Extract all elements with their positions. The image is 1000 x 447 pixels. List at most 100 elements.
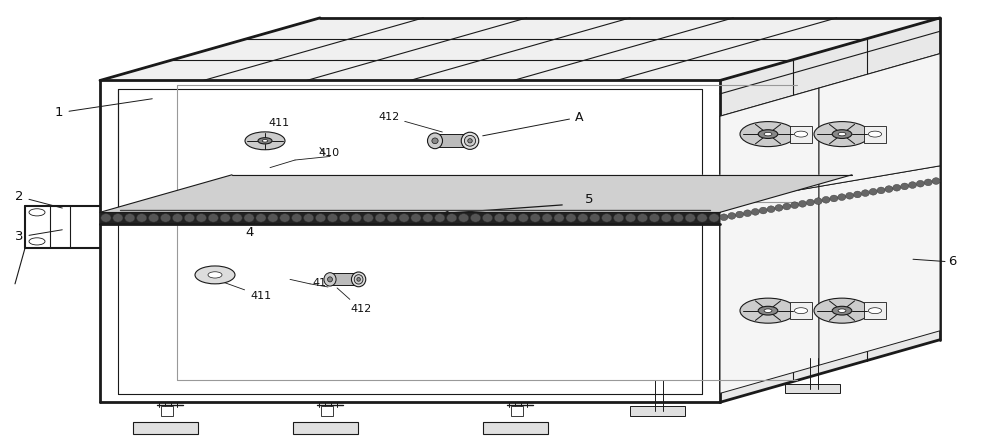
Text: A: A <box>483 111 584 136</box>
Ellipse shape <box>328 277 332 282</box>
Ellipse shape <box>363 214 373 222</box>
Polygon shape <box>100 18 940 80</box>
Ellipse shape <box>208 214 218 222</box>
FancyBboxPatch shape <box>132 422 198 434</box>
Ellipse shape <box>471 214 481 222</box>
Circle shape <box>868 131 882 137</box>
Bar <box>321 406 333 416</box>
Polygon shape <box>819 54 940 186</box>
Ellipse shape <box>351 214 361 222</box>
Circle shape <box>262 139 268 142</box>
FancyBboxPatch shape <box>785 384 840 393</box>
Ellipse shape <box>728 213 736 219</box>
Circle shape <box>794 308 808 314</box>
Ellipse shape <box>614 214 624 222</box>
Ellipse shape <box>428 133 442 149</box>
Ellipse shape <box>814 198 822 205</box>
Ellipse shape <box>590 214 600 222</box>
Ellipse shape <box>530 214 540 222</box>
Ellipse shape <box>280 214 290 222</box>
Ellipse shape <box>184 214 194 222</box>
Bar <box>790 126 812 143</box>
Ellipse shape <box>327 214 338 222</box>
Ellipse shape <box>743 210 752 217</box>
FancyBboxPatch shape <box>630 406 685 416</box>
Ellipse shape <box>101 214 111 222</box>
Ellipse shape <box>697 214 707 222</box>
Ellipse shape <box>661 214 671 222</box>
Ellipse shape <box>838 194 846 201</box>
Ellipse shape <box>798 201 806 207</box>
Circle shape <box>740 122 796 147</box>
Ellipse shape <box>399 214 409 222</box>
Ellipse shape <box>292 214 302 222</box>
Ellipse shape <box>435 214 445 222</box>
Ellipse shape <box>351 272 366 287</box>
Polygon shape <box>720 186 819 393</box>
Ellipse shape <box>869 189 877 195</box>
Text: 5: 5 <box>585 194 594 207</box>
Ellipse shape <box>751 209 759 215</box>
Text: 410: 410 <box>312 278 333 288</box>
Ellipse shape <box>720 214 728 221</box>
Ellipse shape <box>566 214 576 222</box>
Ellipse shape <box>709 214 719 222</box>
Circle shape <box>740 298 796 323</box>
Ellipse shape <box>220 214 230 222</box>
Circle shape <box>814 298 870 323</box>
Ellipse shape <box>324 273 336 286</box>
Text: 410: 410 <box>318 148 339 157</box>
Circle shape <box>245 132 285 150</box>
Ellipse shape <box>196 214 206 222</box>
Ellipse shape <box>244 214 254 222</box>
Ellipse shape <box>924 179 932 186</box>
Bar <box>790 302 812 319</box>
Ellipse shape <box>464 135 476 146</box>
Ellipse shape <box>447 214 457 222</box>
Circle shape <box>29 209 45 216</box>
Ellipse shape <box>806 199 814 206</box>
Text: 411: 411 <box>221 281 271 300</box>
Ellipse shape <box>853 191 861 198</box>
Circle shape <box>794 131 808 137</box>
Ellipse shape <box>375 214 385 222</box>
Bar <box>330 273 359 286</box>
Polygon shape <box>100 80 720 402</box>
Circle shape <box>764 309 772 312</box>
Ellipse shape <box>461 132 479 149</box>
Ellipse shape <box>916 181 924 187</box>
Circle shape <box>208 272 222 278</box>
Text: 3: 3 <box>15 230 62 244</box>
Ellipse shape <box>423 214 433 222</box>
Text: 6: 6 <box>948 255 956 268</box>
Polygon shape <box>819 166 940 365</box>
Ellipse shape <box>172 214 183 222</box>
Ellipse shape <box>494 214 504 222</box>
Ellipse shape <box>861 190 869 197</box>
Text: 4: 4 <box>245 222 255 239</box>
Text: 411: 411 <box>268 118 289 133</box>
Ellipse shape <box>506 214 516 222</box>
Ellipse shape <box>125 214 135 222</box>
Ellipse shape <box>316 214 326 222</box>
Ellipse shape <box>932 178 940 185</box>
Circle shape <box>758 306 778 315</box>
Circle shape <box>838 309 846 312</box>
Ellipse shape <box>137 214 147 222</box>
Ellipse shape <box>256 214 266 222</box>
Text: 412: 412 <box>378 112 442 132</box>
Ellipse shape <box>387 214 397 222</box>
Ellipse shape <box>783 203 791 210</box>
Circle shape <box>832 306 852 315</box>
Ellipse shape <box>846 193 854 199</box>
FancyBboxPatch shape <box>483 422 548 434</box>
Bar <box>864 126 886 143</box>
Ellipse shape <box>775 205 783 211</box>
Polygon shape <box>100 175 852 212</box>
Ellipse shape <box>767 206 775 213</box>
Circle shape <box>838 132 846 136</box>
Ellipse shape <box>736 211 744 218</box>
Ellipse shape <box>518 214 528 222</box>
Circle shape <box>29 238 45 245</box>
Polygon shape <box>720 18 940 402</box>
